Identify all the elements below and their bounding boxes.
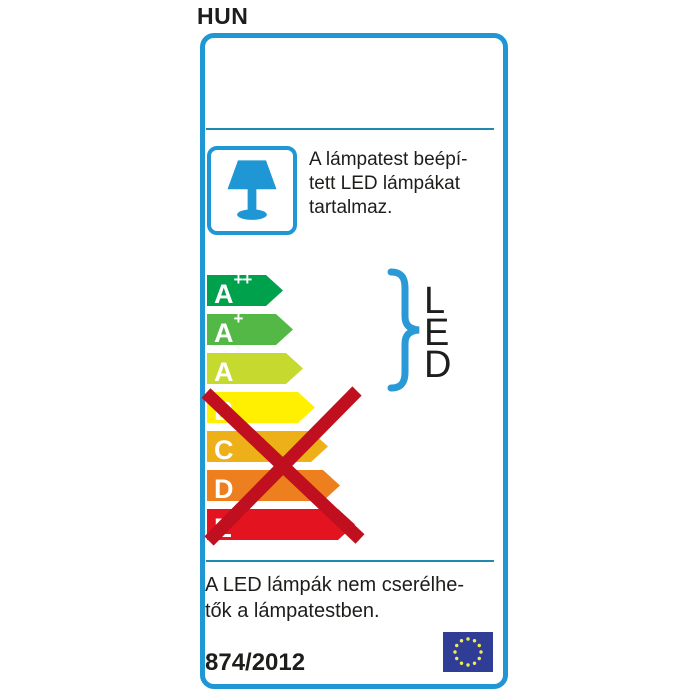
class-sup: ++	[233, 269, 252, 289]
red-x-crossout-icon	[201, 386, 365, 546]
led-marking: L E D	[424, 280, 452, 386]
energy-class-arrow: A++	[207, 275, 283, 306]
class-label: A	[207, 352, 234, 386]
class-label: C	[207, 430, 234, 464]
class-label: D	[207, 469, 234, 503]
class-label: A++	[207, 274, 251, 308]
class-label: A+	[207, 313, 242, 347]
bottom-divider	[206, 560, 494, 562]
energy-class-arrow: A+	[207, 314, 293, 345]
top-divider	[206, 128, 494, 130]
table-lamp-icon	[227, 159, 277, 220]
language-tag: HUN	[197, 3, 249, 29]
class-letter: A	[214, 356, 234, 387]
non-replaceable-text: A LED lámpák nem cserélhe- tők a lámpate…	[205, 574, 465, 622]
energy-class-arrow: A	[207, 353, 303, 384]
regulation-number: 874/2012	[205, 649, 306, 676]
eu-stars	[453, 637, 483, 667]
right-curly-brace-icon	[387, 268, 420, 392]
eu-flag-icon	[443, 632, 493, 672]
lamp-icon-box	[207, 146, 297, 235]
class-letter: C	[214, 434, 234, 465]
energy-label-card: A lámpatest beépí- tett LED lámpákat tar…	[200, 33, 508, 689]
class-letter: D	[214, 473, 234, 504]
class-sup: +	[233, 308, 243, 328]
class-letter: A	[214, 317, 234, 348]
class-letter: A	[214, 278, 234, 309]
builtin-lamp-text: A lámpatest beépí- tett LED lámpákat tar…	[309, 149, 468, 218]
